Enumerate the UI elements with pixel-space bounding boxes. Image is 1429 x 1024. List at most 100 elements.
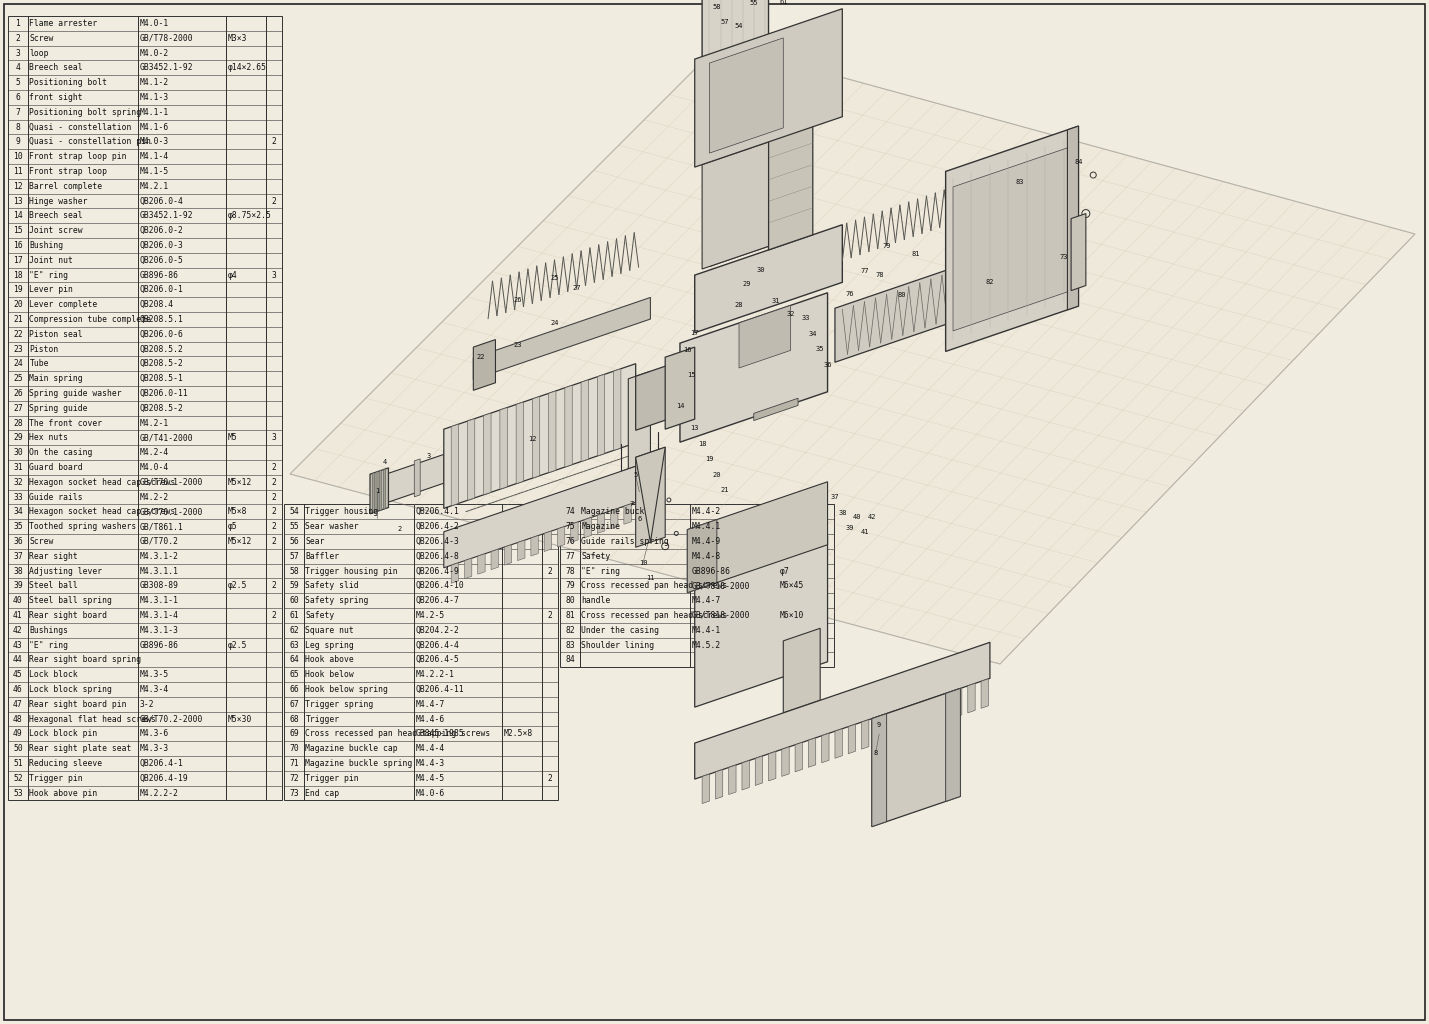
Polygon shape xyxy=(516,402,523,483)
Text: 23: 23 xyxy=(513,342,522,347)
Text: "E" ring: "E" ring xyxy=(582,566,620,575)
Text: QB206.4-5: QB206.4-5 xyxy=(416,655,459,665)
Text: 8: 8 xyxy=(873,751,877,757)
Text: 46: 46 xyxy=(13,685,23,694)
Text: M4.3-5: M4.3-5 xyxy=(140,670,169,679)
Text: 20: 20 xyxy=(13,300,23,309)
Polygon shape xyxy=(597,374,604,456)
Text: Baffler: Baffler xyxy=(306,552,340,561)
Text: 6: 6 xyxy=(16,93,20,102)
Text: 2: 2 xyxy=(16,34,20,43)
Text: On the casing: On the casing xyxy=(30,449,93,457)
Text: 83: 83 xyxy=(564,640,574,649)
Text: M4.3-3: M4.3-3 xyxy=(140,744,169,753)
Polygon shape xyxy=(473,340,496,390)
Text: 77: 77 xyxy=(860,268,869,274)
Text: φ2.5: φ2.5 xyxy=(227,582,247,590)
Text: 10: 10 xyxy=(639,560,647,565)
Text: Screw: Screw xyxy=(30,537,54,546)
Text: Trigger housing: Trigger housing xyxy=(306,507,379,516)
Text: 78: 78 xyxy=(564,566,574,575)
Text: GB308-89: GB308-89 xyxy=(140,582,179,590)
Text: Lock block: Lock block xyxy=(30,670,79,679)
Text: QB206.0-11: QB206.0-11 xyxy=(140,389,189,398)
Text: 2: 2 xyxy=(272,582,276,590)
Text: 17: 17 xyxy=(690,330,699,336)
Text: M4.0-1: M4.0-1 xyxy=(140,18,169,28)
Text: M5×8: M5×8 xyxy=(227,507,247,516)
Text: QB208.5.1: QB208.5.1 xyxy=(140,315,183,324)
Text: Bushing: Bushing xyxy=(30,241,64,250)
Text: 2: 2 xyxy=(272,478,276,486)
Text: QB206.4-9: QB206.4-9 xyxy=(416,566,459,575)
Text: M4.3-6: M4.3-6 xyxy=(140,729,169,738)
Text: 51: 51 xyxy=(13,759,23,768)
Text: Trigger pin: Trigger pin xyxy=(306,774,359,782)
Text: M6×45: M6×45 xyxy=(779,582,805,590)
Text: Positioning bolt spring: Positioning bolt spring xyxy=(30,108,141,117)
Polygon shape xyxy=(492,549,499,569)
Text: 58: 58 xyxy=(713,3,722,9)
Text: 25: 25 xyxy=(13,374,23,383)
Polygon shape xyxy=(1072,214,1086,291)
Text: 63: 63 xyxy=(289,640,299,649)
Text: 37: 37 xyxy=(830,495,839,501)
Text: 12: 12 xyxy=(13,181,23,190)
Text: 26: 26 xyxy=(513,297,522,303)
Polygon shape xyxy=(709,38,783,153)
Text: QB204.2-2: QB204.2-2 xyxy=(416,626,459,635)
Text: 31: 31 xyxy=(13,463,23,472)
Text: φ7: φ7 xyxy=(779,566,789,575)
Text: 10: 10 xyxy=(13,153,23,161)
Text: M4.2.2-1: M4.2.2-1 xyxy=(416,670,454,679)
Text: 19: 19 xyxy=(706,456,713,462)
Text: M5: M5 xyxy=(227,433,237,442)
Text: M4.4-2: M4.4-2 xyxy=(692,507,720,516)
Text: QB206.4-7: QB206.4-7 xyxy=(416,596,459,605)
Text: M2.5×8: M2.5×8 xyxy=(503,729,533,738)
Text: Safety slid: Safety slid xyxy=(306,582,359,590)
Text: 59: 59 xyxy=(289,582,299,590)
Text: Trigger: Trigger xyxy=(306,715,340,724)
Text: "E" ring: "E" ring xyxy=(30,640,69,649)
Text: M4.3-4: M4.3-4 xyxy=(140,685,169,694)
Text: handle: handle xyxy=(582,596,610,605)
Text: Magazine buckle spring: Magazine buckle spring xyxy=(306,759,413,768)
Polygon shape xyxy=(477,554,484,574)
Text: 52: 52 xyxy=(13,774,23,782)
Text: Compression tube complete: Compression tube complete xyxy=(30,315,151,324)
Polygon shape xyxy=(967,683,975,713)
Polygon shape xyxy=(444,466,636,567)
Text: 24: 24 xyxy=(550,319,559,326)
Text: "E" ring: "E" ring xyxy=(30,270,69,280)
Text: 17: 17 xyxy=(13,256,23,264)
Text: 42: 42 xyxy=(867,514,876,520)
Polygon shape xyxy=(483,413,492,495)
Text: 33: 33 xyxy=(13,493,23,502)
Text: 84: 84 xyxy=(564,655,574,665)
Text: QB206.4-3: QB206.4-3 xyxy=(416,537,459,546)
Polygon shape xyxy=(376,471,379,512)
Text: 36: 36 xyxy=(13,537,23,546)
Polygon shape xyxy=(1067,126,1079,310)
Polygon shape xyxy=(473,297,650,380)
Text: GB3452.1-92: GB3452.1-92 xyxy=(140,63,193,73)
Text: 74: 74 xyxy=(564,507,574,516)
Polygon shape xyxy=(694,642,990,779)
Polygon shape xyxy=(687,481,827,593)
Text: 39: 39 xyxy=(846,525,855,531)
Polygon shape xyxy=(822,733,829,763)
Text: M4.1-6: M4.1-6 xyxy=(140,123,169,131)
Text: M4.1-1: M4.1-1 xyxy=(140,108,169,117)
Text: QB206.4.1: QB206.4.1 xyxy=(416,507,459,516)
Text: 1: 1 xyxy=(376,488,380,495)
Text: 22: 22 xyxy=(13,330,23,339)
Text: 48: 48 xyxy=(13,715,23,724)
Text: Front strap loop pin: Front strap loop pin xyxy=(30,153,127,161)
Text: 4: 4 xyxy=(16,63,20,73)
Text: 12: 12 xyxy=(529,435,537,441)
Text: 82: 82 xyxy=(986,280,995,286)
Text: 83: 83 xyxy=(1015,179,1023,185)
Text: QB208.4: QB208.4 xyxy=(140,300,174,309)
Text: GB/T70.1-2000: GB/T70.1-2000 xyxy=(140,478,203,486)
